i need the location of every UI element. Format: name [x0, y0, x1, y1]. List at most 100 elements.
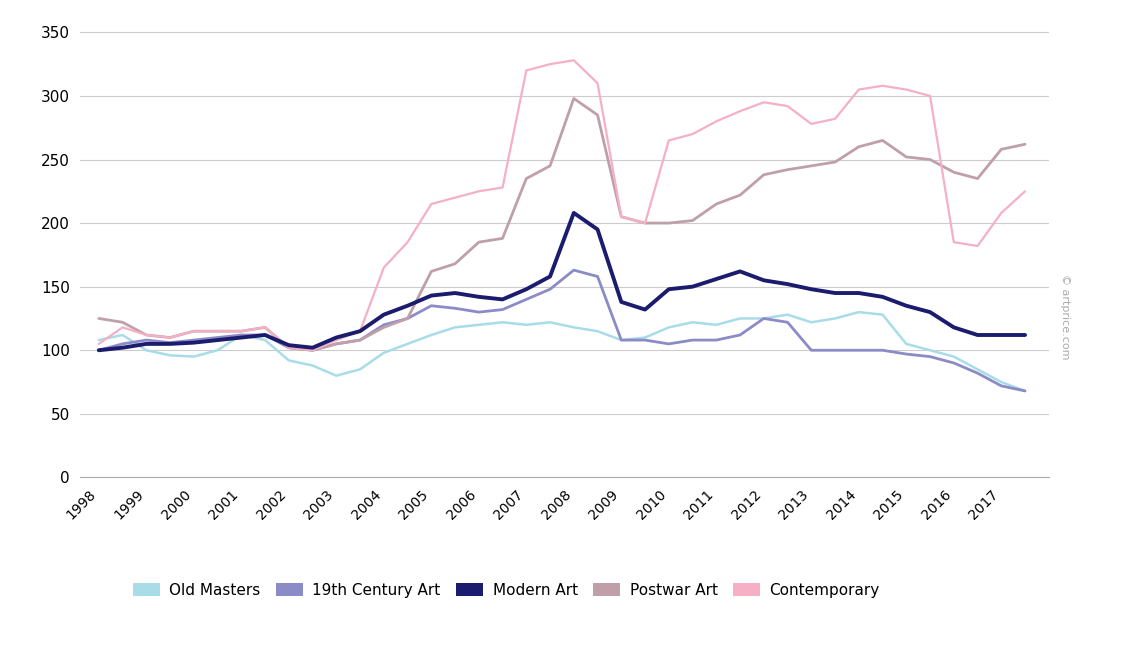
- Contemporary: [781, 102, 795, 110]
- Modern Art: [329, 334, 343, 341]
- Modern Art: [92, 347, 106, 354]
- Contemporary: [994, 209, 1008, 217]
- 19th Century Art: [591, 273, 604, 281]
- 19th Century Art: [852, 347, 865, 354]
- 19th Century Art: [163, 339, 177, 347]
- 19th Century Art: [638, 336, 652, 344]
- Modern Art: [994, 331, 1008, 339]
- Modern Art: [876, 293, 889, 301]
- 19th Century Art: [614, 336, 628, 344]
- Postwar Art: [211, 327, 225, 335]
- Old Masters: [567, 324, 580, 332]
- Contemporary: [805, 120, 819, 128]
- 19th Century Art: [829, 347, 842, 354]
- Contemporary: [472, 188, 486, 196]
- 19th Century Art: [544, 285, 557, 293]
- Postwar Art: [235, 327, 249, 335]
- Old Masters: [520, 321, 534, 329]
- Contemporary: [235, 327, 249, 335]
- Postwar Art: [544, 162, 557, 170]
- Postwar Art: [353, 336, 367, 344]
- Old Masters: [591, 327, 604, 335]
- Contemporary: [638, 219, 652, 227]
- Contemporary: [709, 118, 723, 126]
- Modern Art: [662, 285, 676, 293]
- Old Masters: [211, 347, 225, 354]
- Postwar Art: [852, 143, 865, 150]
- Modern Art: [282, 341, 295, 349]
- 19th Century Art: [329, 340, 343, 348]
- Old Masters: [757, 315, 771, 322]
- Postwar Art: [1018, 141, 1032, 148]
- Modern Art: [235, 334, 249, 341]
- Contemporary: [306, 347, 319, 354]
- 19th Century Art: [971, 370, 985, 377]
- Old Masters: [733, 315, 747, 322]
- 19th Century Art: [805, 347, 819, 354]
- Contemporary: [448, 194, 462, 201]
- Postwar Art: [139, 331, 153, 339]
- Old Masters: [899, 340, 913, 348]
- Contemporary: [567, 56, 580, 64]
- Postwar Art: [686, 216, 700, 224]
- Old Masters: [614, 336, 628, 344]
- Contemporary: [923, 92, 937, 100]
- Old Masters: [448, 324, 462, 332]
- 19th Century Art: [259, 331, 272, 339]
- Modern Art: [971, 331, 985, 339]
- Postwar Art: [520, 175, 534, 182]
- Postwar Art: [163, 334, 177, 341]
- 19th Century Art: [757, 315, 771, 322]
- Contemporary: [899, 86, 913, 94]
- 19th Century Art: [994, 382, 1008, 390]
- Modern Art: [259, 331, 272, 339]
- Modern Art: [401, 302, 415, 310]
- Postwar Art: [757, 171, 771, 179]
- Modern Art: [591, 226, 604, 233]
- Contemporary: [163, 334, 177, 341]
- Contemporary: [686, 130, 700, 138]
- Contemporary: [401, 238, 415, 246]
- Postwar Art: [187, 327, 201, 335]
- Postwar Art: [662, 219, 676, 227]
- Old Masters: [781, 311, 795, 318]
- Modern Art: [829, 289, 842, 297]
- 19th Century Art: [733, 331, 747, 339]
- Contemporary: [662, 137, 676, 145]
- Contemporary: [591, 79, 604, 87]
- Postwar Art: [259, 324, 272, 332]
- Old Masters: [947, 353, 961, 360]
- Old Masters: [852, 308, 865, 316]
- Postwar Art: [92, 315, 106, 322]
- Legend: Old Masters, 19th Century Art, Modern Art, Postwar Art, Contemporary: Old Masters, 19th Century Art, Modern Ar…: [127, 577, 886, 604]
- Postwar Art: [923, 156, 937, 164]
- Postwar Art: [591, 111, 604, 119]
- Postwar Art: [829, 158, 842, 166]
- Old Masters: [686, 318, 700, 326]
- Old Masters: [544, 318, 557, 326]
- 19th Century Art: [520, 296, 534, 303]
- Postwar Art: [306, 347, 319, 354]
- 19th Century Art: [187, 336, 201, 344]
- 19th Century Art: [899, 350, 913, 358]
- Old Masters: [994, 378, 1008, 386]
- Old Masters: [282, 356, 295, 364]
- 19th Century Art: [211, 334, 225, 341]
- Modern Art: [923, 308, 937, 316]
- Postwar Art: [781, 165, 795, 173]
- Modern Art: [139, 340, 153, 348]
- Old Masters: [662, 324, 676, 332]
- Postwar Art: [472, 238, 486, 246]
- Modern Art: [567, 209, 580, 217]
- Postwar Art: [947, 168, 961, 176]
- Modern Art: [899, 302, 913, 310]
- Line: Contemporary: Contemporary: [99, 60, 1025, 351]
- Modern Art: [733, 267, 747, 275]
- Postwar Art: [899, 153, 913, 161]
- 19th Century Art: [235, 331, 249, 339]
- Modern Art: [614, 298, 628, 306]
- Postwar Art: [971, 175, 985, 182]
- Postwar Art: [733, 191, 747, 199]
- Old Masters: [805, 318, 819, 326]
- Modern Art: [520, 285, 534, 293]
